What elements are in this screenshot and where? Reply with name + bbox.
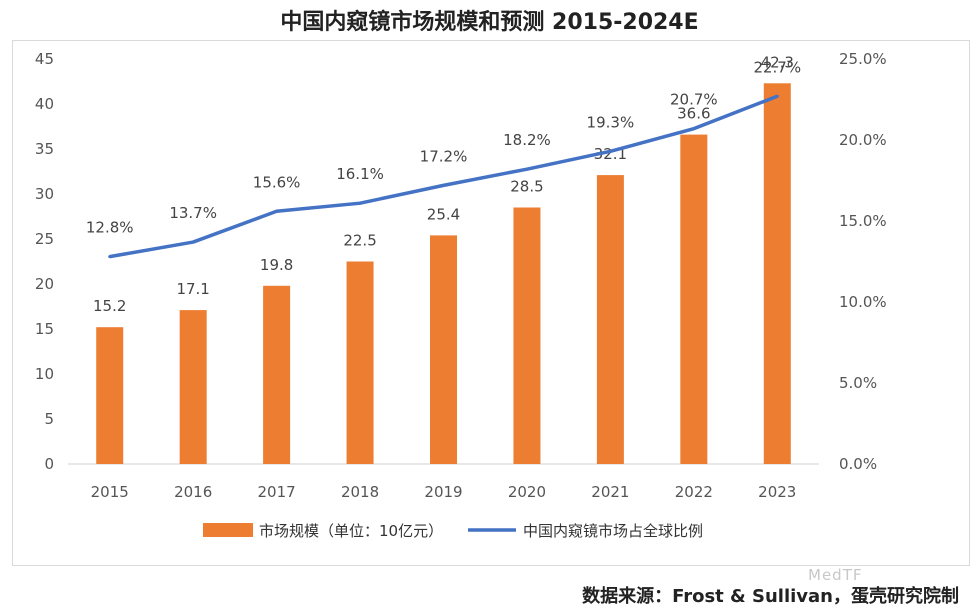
legend-line-label: 中国内窥镜市场占全球比例 bbox=[523, 522, 703, 540]
y-left-tick-label: 25 bbox=[35, 230, 54, 248]
x-tick-label: 2016 bbox=[174, 483, 212, 501]
y-left-tick-label: 45 bbox=[35, 50, 54, 68]
line-point bbox=[608, 149, 612, 153]
bar-value-label: 15.2 bbox=[93, 297, 126, 315]
line-value-label: 20.7% bbox=[670, 91, 718, 109]
bar-value-label: 25.4 bbox=[427, 205, 460, 223]
chart-frame: 0 5 10 15 20 25 30 35 40 45 0.0% 5.0% 10.0% 15.0% 20.0… bbox=[12, 40, 970, 566]
y-right-tick-label: 0.0% bbox=[839, 455, 877, 473]
y-left-tick-label: 10 bbox=[35, 365, 54, 383]
line-value-label: 22.7% bbox=[753, 58, 801, 76]
watermark: MedTF bbox=[808, 566, 863, 584]
chart-svg: 0 5 10 15 20 25 30 35 40 45 0.0% 5.0% 10.0% 15.0% 20.0… bbox=[35, 50, 887, 540]
bar-value-label: 19.8 bbox=[260, 256, 293, 274]
bar-value-label: 28.5 bbox=[510, 178, 543, 196]
bar bbox=[430, 235, 457, 464]
line-value-label: 12.8% bbox=[86, 219, 134, 237]
bar bbox=[596, 175, 624, 464]
y-right-tick-label: 25.0% bbox=[839, 50, 887, 68]
x-tick-label: 2018 bbox=[341, 483, 379, 501]
bar bbox=[263, 285, 291, 464]
line-point bbox=[692, 127, 696, 131]
chart-title: 中国内窥镜市场规模和预测 2015-2024E bbox=[280, 10, 699, 35]
bar bbox=[96, 327, 124, 464]
source-note: 数据来源：Frost & Sullivan，蛋壳研究院制 bbox=[582, 586, 959, 607]
legend-bar-swatch bbox=[203, 523, 253, 537]
y-left-tick-label: 20 bbox=[35, 275, 54, 293]
bar bbox=[346, 261, 374, 464]
x-tick-label: 2022 bbox=[675, 483, 713, 501]
legend-bar-label: 市场规模（单位：10亿元） bbox=[259, 522, 443, 540]
x-tick-label: 2015 bbox=[91, 483, 129, 501]
x-tick-label: 2021 bbox=[591, 483, 629, 501]
line-value-label: 18.2% bbox=[503, 131, 551, 149]
x-tick-label: 2020 bbox=[508, 483, 546, 501]
line-point bbox=[191, 240, 195, 244]
line-value-label: 16.1% bbox=[336, 165, 384, 183]
line-point bbox=[108, 255, 112, 259]
line-value-label: 15.6% bbox=[253, 173, 301, 191]
y-left-tick-label: 15 bbox=[35, 320, 54, 338]
x-tick-label: 2019 bbox=[424, 483, 462, 501]
bar bbox=[513, 207, 541, 464]
bar bbox=[680, 134, 708, 464]
line-point bbox=[275, 209, 279, 213]
line-point bbox=[525, 167, 529, 171]
line-point bbox=[442, 183, 445, 187]
x-tick-label: 2017 bbox=[258, 483, 296, 501]
y-right-tick-label: 5.0% bbox=[839, 374, 877, 392]
line-value-label: 17.2% bbox=[420, 147, 468, 165]
line-point bbox=[358, 201, 362, 205]
bar bbox=[179, 310, 207, 464]
x-tick-label: 2023 bbox=[758, 483, 796, 501]
y-right-tick-label: 15.0% bbox=[839, 212, 887, 230]
bar-value-label: 22.5 bbox=[343, 232, 376, 250]
y-right-tick-label: 20.0% bbox=[839, 131, 887, 149]
bar-value-label: 17.1 bbox=[176, 280, 209, 298]
y-left-tick-label: 5 bbox=[44, 410, 54, 428]
y-left-tick-label: 35 bbox=[35, 140, 54, 158]
y-right-tick-label: 10.0% bbox=[839, 293, 887, 311]
line-value-label: 13.7% bbox=[169, 204, 217, 222]
bar bbox=[763, 83, 791, 465]
bar-value-label: 42.3 bbox=[761, 53, 794, 71]
y-left-tick-label: 40 bbox=[35, 95, 54, 113]
line-point bbox=[775, 94, 779, 98]
line-value-label: 19.3% bbox=[587, 113, 635, 131]
bar-value-label: 36.6 bbox=[677, 105, 710, 123]
y-left-tick-label: 30 bbox=[35, 185, 54, 203]
y-left-tick-label: 0 bbox=[44, 455, 54, 473]
